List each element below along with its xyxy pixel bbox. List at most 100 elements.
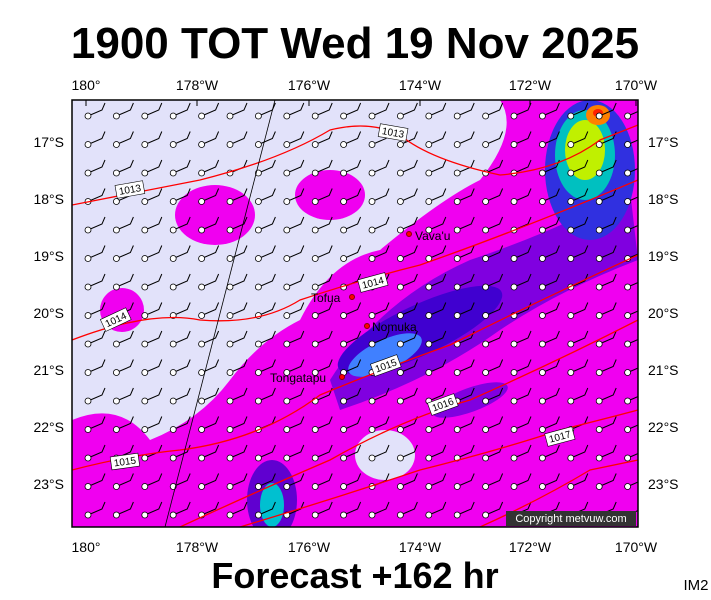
barb-station [283,397,291,405]
barb-station [254,369,262,376]
barb [116,330,134,345]
barb [627,281,638,288]
barb [371,302,390,316]
barb [201,245,220,259]
barb-station [198,369,206,376]
barb [286,159,305,174]
barb-station [510,198,518,205]
barb-station [482,226,490,234]
barb [599,473,617,487]
barb [229,416,248,430]
barb-station [340,226,348,234]
barb [542,444,560,459]
lon-label-top: 178°W [176,77,219,93]
barb-station [311,483,319,490]
lon-label-bottom: 176°W [288,539,331,555]
barb-station [595,483,603,490]
barb-station [425,511,433,519]
barb-station [453,141,461,148]
barb [315,416,333,430]
barb-station [396,255,404,262]
barb-station [340,198,348,205]
barb [229,302,248,316]
barb-station [283,483,291,490]
barb-station [169,454,177,462]
barb-station [340,141,348,148]
isobar-label-box [377,123,409,142]
barb-station [539,169,546,177]
barb [542,359,560,373]
barb-station [311,226,319,234]
barb [229,359,248,373]
barb [599,302,617,316]
barb [286,444,305,459]
barb [428,359,447,373]
barb-station [453,483,461,490]
copyright: Copyright metvuw.com [515,513,626,525]
barb-station [169,511,177,519]
barb-station [169,169,177,177]
barb-station [567,397,575,405]
barb [173,216,191,231]
barb-station [311,112,319,120]
barb [428,102,447,117]
barb-station [595,283,603,291]
barb-station [254,483,262,490]
barb [144,131,163,145]
barb [286,245,305,259]
barb [229,444,248,459]
barb [258,216,276,231]
barb-station [624,340,631,348]
lon-label-top: 170°W [615,77,658,93]
barb [371,387,390,402]
barb-station [567,483,575,490]
barb-station [595,169,603,177]
barb-station [141,141,149,148]
barb-station [482,369,490,376]
barb-station [198,283,206,291]
barb [371,444,390,459]
barb-station [283,226,291,234]
barb [144,302,163,316]
barb-station [113,169,120,177]
barb [400,131,418,145]
barb [286,273,305,288]
date-line [164,100,276,527]
barb [201,330,220,345]
barb [87,501,106,516]
barb-station [311,255,319,262]
barb [173,416,191,430]
barb-station [595,198,603,205]
copyright-box [506,511,636,526]
barb [457,131,475,145]
barb-station [141,283,149,291]
barb-station [141,112,149,120]
barb-station [113,198,120,205]
barb-station [425,454,433,462]
barb [428,159,447,174]
barb [627,110,638,117]
barb-station [340,312,348,319]
barb-station [226,283,234,291]
barb [144,188,163,202]
barb [371,188,390,202]
barb [144,416,163,430]
barb [599,188,617,202]
barb-station [368,397,376,405]
barb-station [311,426,319,433]
barb [457,501,475,516]
lon-label-top: 176°W [288,77,331,93]
barb [570,387,589,402]
barb [570,216,589,231]
barb [485,359,504,373]
barb-station [283,312,291,319]
barb-station [595,312,603,319]
barb-station [624,397,631,405]
barb-station [425,426,433,433]
barb [627,167,638,174]
barb [173,501,191,516]
isobar-value: 1013 [118,183,142,198]
barb-station [141,369,149,376]
barb [144,273,163,288]
